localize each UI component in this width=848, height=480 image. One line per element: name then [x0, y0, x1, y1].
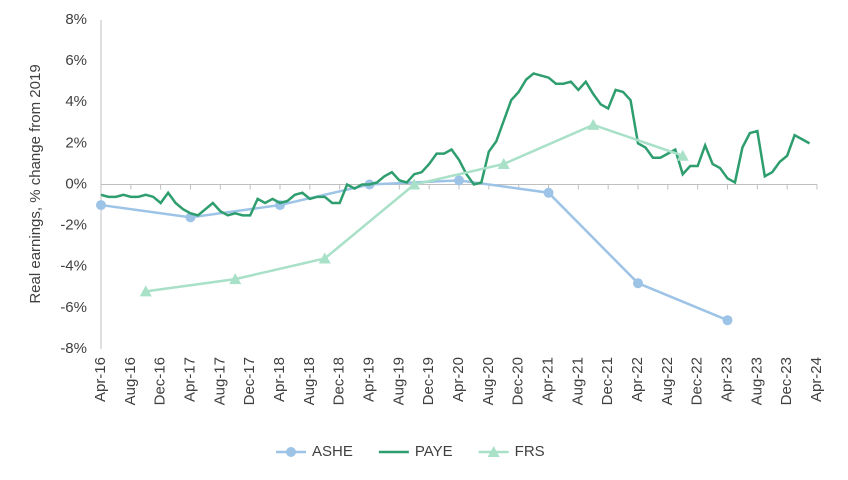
y-tick-label: -8% — [60, 340, 87, 357]
x-tick-label: Dec-17 — [241, 357, 258, 405]
x-tick-label: Aug-22 — [659, 357, 676, 405]
point — [543, 187, 554, 198]
legend-label: ASHE — [312, 443, 353, 460]
series-line — [100, 72, 811, 217]
x-tick-label: Apr-17 — [181, 357, 198, 402]
y-tick-label: 2% — [65, 134, 87, 151]
y-tick-label: 8% — [65, 11, 87, 28]
x-tick-label: Dec-20 — [510, 357, 527, 405]
series-line — [145, 123, 684, 293]
y-tick-label: -6% — [60, 299, 87, 316]
x-tick-label: Aug-18 — [301, 357, 318, 405]
point — [587, 118, 600, 130]
y-tick-label: 0% — [65, 175, 87, 192]
y-tick-label: 4% — [65, 93, 87, 110]
point — [96, 200, 106, 211]
legend-marker — [286, 447, 296, 457]
point — [454, 175, 464, 186]
x-tick-label: Dec-23 — [778, 357, 795, 405]
x-tick-label: Apr-24 — [808, 357, 825, 402]
x-tick-label: Aug-19 — [390, 357, 407, 405]
x-tick-label: Dec-22 — [689, 357, 706, 405]
legend-marker — [487, 446, 500, 457]
series-line — [100, 179, 728, 322]
x-tick-label: Apr-22 — [629, 357, 646, 402]
x-tick-label: Dec-19 — [420, 357, 437, 405]
y-tick-label: -2% — [60, 217, 87, 234]
point — [139, 285, 152, 297]
point — [229, 273, 242, 285]
x-tick-label: Aug-21 — [569, 357, 586, 405]
x-tick-label: Aug-16 — [122, 357, 139, 405]
legend-label: PAYE — [415, 443, 453, 460]
point — [633, 278, 643, 289]
x-tick-label: Aug-23 — [748, 357, 765, 405]
point — [722, 315, 733, 326]
x-tick-label: Aug-20 — [480, 357, 497, 405]
x-tick-label: Aug-17 — [211, 357, 228, 405]
y-tick-label: 6% — [65, 52, 87, 69]
point — [318, 252, 331, 264]
legend-label: FRS — [515, 443, 545, 460]
x-tick-label: Apr-23 — [718, 357, 735, 402]
x-tick-label: Dec-16 — [152, 357, 169, 405]
point — [408, 178, 421, 190]
x-tick-label: Apr-16 — [92, 357, 109, 402]
point — [676, 149, 689, 161]
y-axis-label: Real earnings, % change from 2019 — [27, 64, 44, 303]
x-tick-label: Apr-21 — [539, 357, 556, 402]
x-tick-label: Dec-18 — [331, 357, 348, 405]
x-tick-label: Apr-19 — [360, 357, 377, 402]
x-tick-label: Apr-20 — [450, 357, 467, 402]
x-tick-label: Dec-21 — [599, 357, 616, 405]
point — [497, 157, 510, 169]
y-tick-label: -4% — [60, 258, 87, 275]
x-tick-label: Apr-18 — [271, 357, 288, 402]
